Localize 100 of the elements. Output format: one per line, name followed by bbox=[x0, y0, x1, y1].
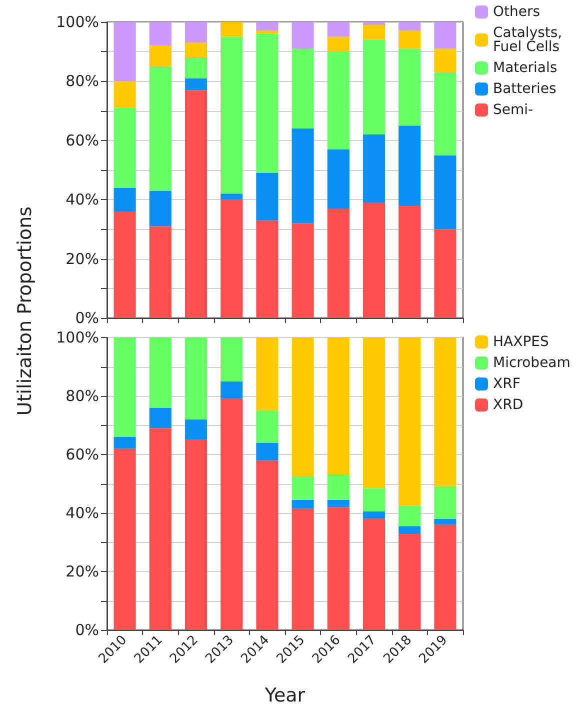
y-tick-label: 60% bbox=[66, 131, 99, 150]
bar bbox=[256, 34, 278, 173]
bar bbox=[220, 381, 243, 399]
bar bbox=[149, 408, 172, 428]
bar bbox=[434, 486, 456, 519]
y-tick-label: 80% bbox=[66, 72, 99, 90]
bar bbox=[184, 22, 208, 43]
bar bbox=[434, 524, 456, 630]
bar bbox=[362, 518, 386, 630]
legend-label: Microbeam bbox=[493, 355, 570, 371]
y-tick-label: 80% bbox=[66, 387, 99, 405]
y-tick-label: 40% bbox=[66, 504, 99, 522]
bar bbox=[362, 22, 386, 25]
bar bbox=[220, 22, 243, 37]
bar bbox=[398, 48, 421, 126]
bar bbox=[114, 448, 136, 630]
bar bbox=[434, 518, 456, 525]
y-axis-title: Utilizaiton Proportions bbox=[14, 205, 36, 418]
bar bbox=[434, 338, 456, 487]
bar bbox=[149, 46, 172, 66]
legend-label: Catalysts, Fuel Cells bbox=[493, 25, 567, 55]
bar bbox=[256, 410, 278, 443]
bar bbox=[292, 476, 314, 500]
legend-label: Batteries bbox=[493, 81, 556, 97]
bar bbox=[149, 428, 172, 630]
bar bbox=[434, 155, 456, 230]
legend-label: XRD bbox=[493, 397, 524, 413]
bar bbox=[434, 48, 456, 72]
bar bbox=[327, 208, 350, 318]
legend-label: Materials bbox=[493, 60, 558, 76]
bar bbox=[434, 22, 456, 49]
bar bbox=[398, 206, 421, 318]
bar bbox=[292, 500, 314, 509]
bar bbox=[292, 128, 314, 224]
bar bbox=[256, 442, 278, 460]
bar bbox=[327, 500, 350, 508]
bar bbox=[362, 512, 386, 519]
bar bbox=[220, 36, 243, 194]
bar bbox=[362, 40, 386, 134]
bar bbox=[362, 338, 386, 488]
bar bbox=[327, 22, 350, 37]
bar bbox=[220, 338, 243, 382]
bar bbox=[114, 22, 136, 82]
bar bbox=[327, 507, 350, 630]
bar bbox=[256, 30, 278, 34]
bar bbox=[184, 58, 208, 78]
bar bbox=[327, 52, 350, 150]
legend-label: XRF bbox=[493, 376, 520, 392]
bar bbox=[292, 338, 314, 476]
y-tick-label: 100% bbox=[56, 328, 99, 346]
bar bbox=[292, 22, 314, 49]
bar bbox=[149, 190, 172, 226]
bar bbox=[184, 440, 208, 630]
bar bbox=[184, 78, 208, 90]
bar bbox=[114, 81, 136, 108]
bar bbox=[398, 126, 421, 206]
y-tick-label: 0% bbox=[75, 309, 99, 327]
bar bbox=[398, 526, 421, 534]
bar bbox=[434, 72, 456, 156]
bar bbox=[114, 436, 136, 449]
bar bbox=[398, 30, 421, 49]
bar bbox=[149, 226, 172, 318]
x-axis-title: Year bbox=[264, 684, 306, 706]
bar bbox=[149, 66, 172, 191]
y-tick-label: 20% bbox=[66, 562, 99, 580]
y-tick-label: 40% bbox=[66, 190, 99, 209]
bar bbox=[256, 22, 278, 31]
bar bbox=[114, 108, 136, 188]
legend-label: Semi- bbox=[493, 102, 534, 118]
bar bbox=[398, 533, 421, 630]
y-tick-label: 0% bbox=[75, 621, 99, 639]
bar bbox=[362, 24, 386, 40]
bar bbox=[292, 508, 314, 630]
bar bbox=[220, 398, 243, 630]
y-tick-label: 20% bbox=[66, 250, 99, 268]
bar bbox=[256, 460, 278, 630]
bar bbox=[327, 474, 350, 500]
bar bbox=[149, 22, 172, 46]
bar bbox=[184, 90, 208, 318]
bar bbox=[114, 211, 136, 318]
legend-label: HAXPES bbox=[493, 334, 549, 350]
bar bbox=[114, 338, 136, 437]
bar bbox=[184, 42, 208, 58]
bar bbox=[256, 172, 278, 220]
bar bbox=[114, 188, 136, 212]
bar bbox=[362, 488, 386, 512]
legend-label: Others bbox=[493, 4, 540, 20]
bar bbox=[149, 338, 172, 408]
bar bbox=[398, 338, 421, 506]
bar bbox=[292, 48, 314, 129]
y-tick-label: 60% bbox=[66, 446, 99, 464]
bar bbox=[220, 194, 243, 200]
y-tick-label: 100% bbox=[56, 13, 99, 31]
bar bbox=[184, 419, 208, 440]
bar bbox=[184, 338, 208, 420]
bar bbox=[327, 149, 350, 208]
bar bbox=[398, 22, 421, 31]
bar bbox=[434, 229, 456, 318]
bar bbox=[362, 202, 386, 318]
bar bbox=[362, 134, 386, 203]
